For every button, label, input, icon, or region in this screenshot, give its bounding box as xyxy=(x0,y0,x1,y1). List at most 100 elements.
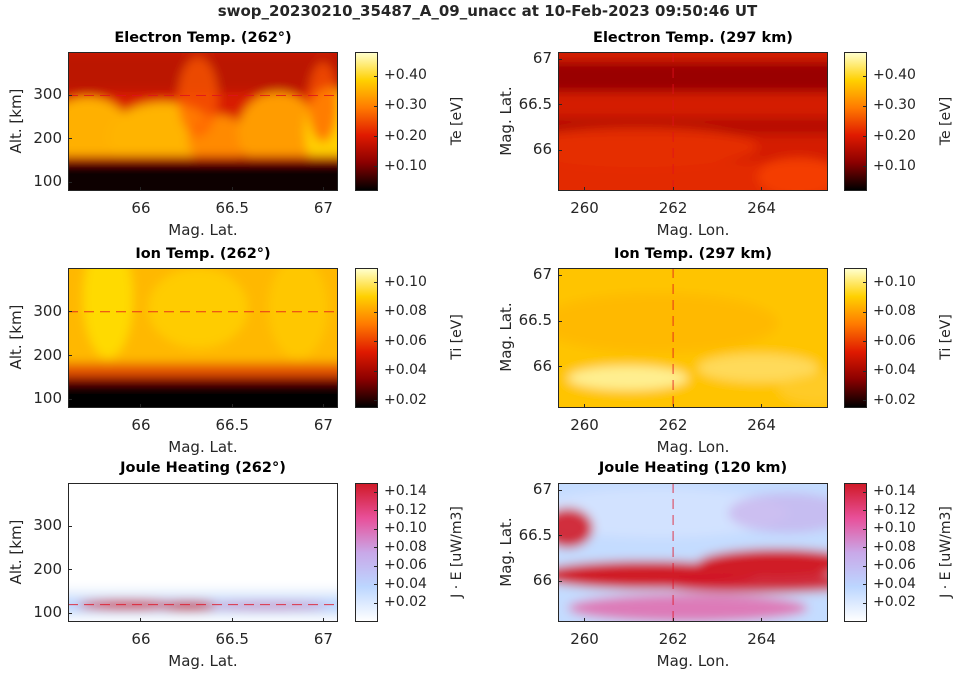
y-tick-label: 300 xyxy=(33,516,62,535)
y-tick-mark xyxy=(68,355,72,356)
colorbar-tick-mark xyxy=(863,602,867,604)
x-tick-mark xyxy=(140,187,142,191)
colorbar-tick-label: +0.08 xyxy=(384,538,427,555)
y-tick-mark xyxy=(68,94,72,96)
y-tick-mark xyxy=(558,58,562,60)
figure-title: swop_20230210_35487_A_09_unacc at 10-Feb… xyxy=(217,2,758,20)
colorbar xyxy=(844,268,867,408)
colorbar-tick-mark xyxy=(374,510,378,512)
colorbar xyxy=(844,483,867,622)
y-tick-mark xyxy=(68,181,72,183)
x-tick-label: 262 xyxy=(658,630,688,648)
x-axis-label: Mag. Lat. xyxy=(168,221,238,239)
x-axis-label: Mag. Lat. xyxy=(168,652,238,670)
colorbar-tick-mark xyxy=(863,491,867,493)
chart-title: Joule Heating (262°) xyxy=(120,460,286,476)
y-tick-label: 66.5 xyxy=(518,525,552,544)
y-tick-mark xyxy=(68,569,72,571)
colorbar-tick-mark xyxy=(863,528,867,530)
colorbar-tick-label: +0.14 xyxy=(384,483,427,500)
y-axis-label: Alt. [km] xyxy=(7,304,25,370)
colorbar-tick-mark xyxy=(374,491,378,493)
colorbar-tick-label: +0.10 xyxy=(873,520,916,537)
heatmap-plot[interactable] xyxy=(558,52,828,191)
x-tick-label: 67 xyxy=(313,199,333,217)
colorbar-tick-mark xyxy=(863,105,867,107)
colorbar-label: J · E [uW/m3] xyxy=(938,505,954,598)
x-tick-label: 67 xyxy=(313,416,333,434)
colorbar-tick-label: +0.02 xyxy=(873,391,916,408)
y-tick-label: 100 xyxy=(33,172,62,191)
y-tick-label: 66.5 xyxy=(518,311,552,330)
colorbar-label: Te [eV] xyxy=(449,96,465,145)
chart-title: Ion Temp. (297 km) xyxy=(614,246,772,262)
x-tick-label: 264 xyxy=(747,416,776,434)
colorbar-tick-label: +0.08 xyxy=(873,538,916,555)
x-tick-mark xyxy=(140,404,142,408)
x-tick-mark xyxy=(322,187,324,191)
x-tick-mark xyxy=(140,618,142,622)
colorbar-tick-mark xyxy=(863,136,867,138)
y-tick-mark xyxy=(558,149,562,151)
x-tick-mark xyxy=(672,618,674,622)
y-tick-mark xyxy=(558,274,562,276)
heatmap-plot[interactable] xyxy=(68,52,338,191)
heatmap-field xyxy=(68,268,338,408)
x-tick-label: 260 xyxy=(570,199,599,217)
x-tick-label: 66.5 xyxy=(215,416,249,434)
heatmap-plot[interactable] xyxy=(558,483,828,622)
y-axis-label: Mag. Lat. xyxy=(497,516,515,587)
colorbar-tick-label: +0.10 xyxy=(873,157,916,174)
colorbar-tick-mark xyxy=(374,105,378,107)
colorbar-tick-mark xyxy=(374,400,378,402)
colorbar-tick-label: +0.06 xyxy=(873,557,916,574)
heatmap-plot[interactable] xyxy=(558,268,828,408)
heatmap-field xyxy=(558,268,828,408)
colorbar-tick-label: +0.12 xyxy=(384,501,427,518)
y-tick-mark xyxy=(68,138,72,140)
colorbar-tick-mark xyxy=(374,166,378,168)
x-tick-mark xyxy=(231,618,233,622)
x-tick-label: 66.5 xyxy=(215,199,249,217)
colorbar xyxy=(355,483,378,622)
y-tick-label: 66 xyxy=(532,571,552,590)
x-tick-mark xyxy=(761,187,763,191)
x-tick-mark xyxy=(584,618,586,622)
colorbar-tick-mark xyxy=(374,528,378,530)
y-tick-mark xyxy=(68,311,72,313)
x-tick-mark xyxy=(322,404,324,408)
colorbar-tick-mark xyxy=(863,311,867,313)
colorbar-tick-mark xyxy=(374,370,378,372)
x-tick-label: 66 xyxy=(131,630,151,648)
colorbar-tick-label: +0.20 xyxy=(873,127,916,144)
x-tick-label: 66.5 xyxy=(215,630,249,648)
y-tick-mark xyxy=(558,320,562,322)
colorbar-tick-mark xyxy=(863,370,867,372)
chart-title: Joule Heating (120 km) xyxy=(598,460,788,476)
colorbar xyxy=(355,268,378,408)
colorbar-tick-label: +0.20 xyxy=(384,127,427,144)
x-tick-mark xyxy=(672,404,674,408)
heatmap-plot[interactable] xyxy=(68,483,338,622)
x-tick-mark xyxy=(231,187,233,191)
heatmap-field xyxy=(558,52,828,191)
colorbar-tick-mark xyxy=(863,166,867,168)
colorbar-tick-label: +0.04 xyxy=(384,362,427,379)
chart-title: Electron Temp. (262°) xyxy=(114,30,292,46)
y-axis-label: Alt. [km] xyxy=(7,519,25,584)
colorbar-tick-mark xyxy=(374,341,378,343)
colorbar-tick-label: +0.10 xyxy=(384,273,427,290)
chart-title: Ion Temp. (262°) xyxy=(135,246,271,262)
y-tick-label: 100 xyxy=(33,603,62,622)
colorbar xyxy=(355,52,378,191)
colorbar-tick-label: +0.04 xyxy=(873,362,916,379)
y-tick-label: 66.5 xyxy=(518,94,552,113)
x-tick-label: 66 xyxy=(131,416,151,434)
y-tick-label: 66 xyxy=(532,140,552,159)
y-tick-mark xyxy=(558,104,562,106)
colorbar-tick-label: +0.40 xyxy=(873,67,916,84)
colorbar-tick-label: +0.12 xyxy=(873,501,916,518)
colorbar-tick-label: +0.10 xyxy=(873,273,916,290)
x-tick-mark xyxy=(231,404,233,408)
heatmap-plot[interactable] xyxy=(68,268,338,408)
